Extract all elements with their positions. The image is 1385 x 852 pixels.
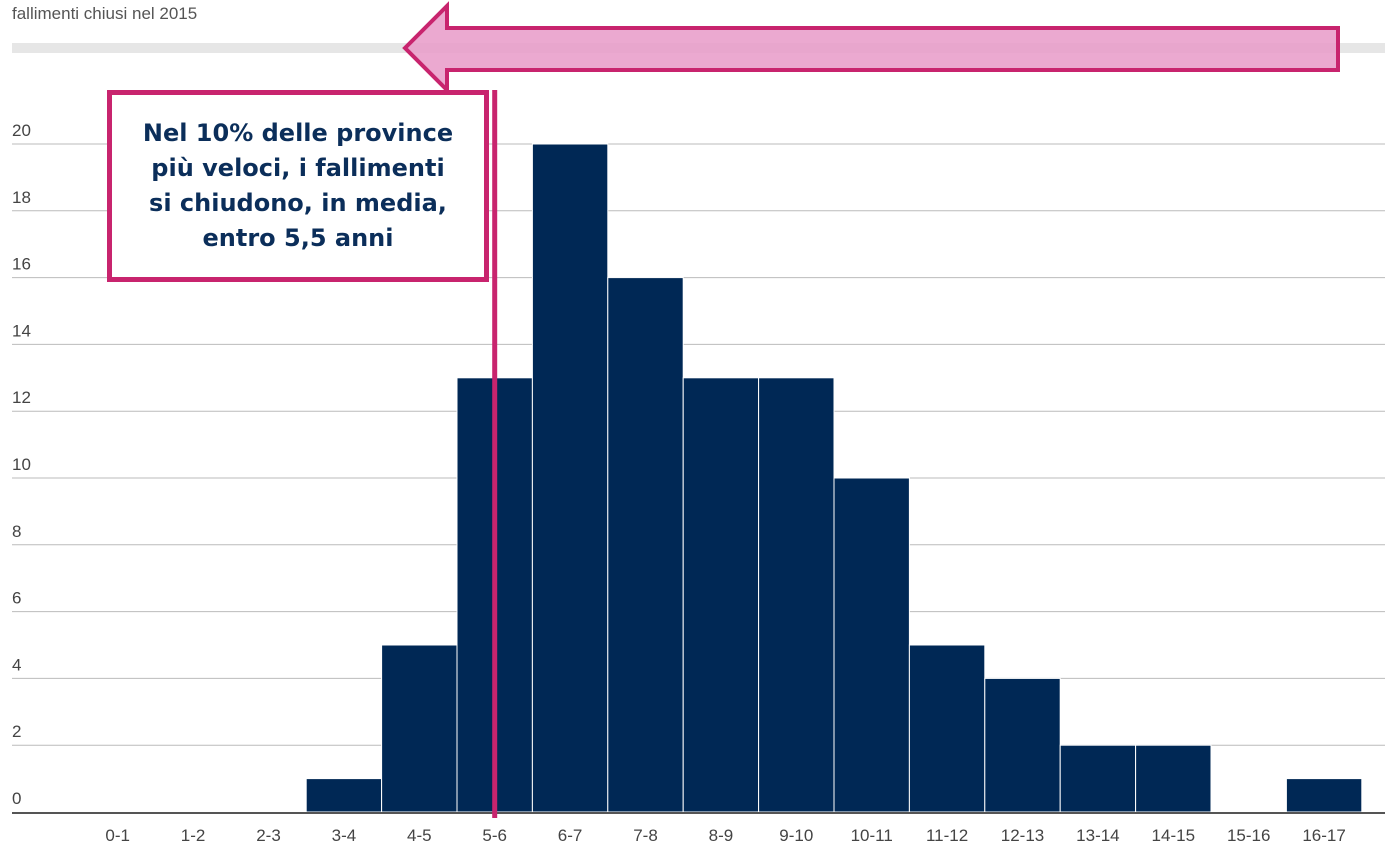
y-tick-label: 10 [12,455,31,474]
bar-9-10 [758,377,835,813]
y-tick-label: 18 [12,188,31,207]
x-axis: 0-1 1-2 2-3 3-4 4-5 5-6 6-7 7-8 8-9 9-10 10-11 11-1… [105,826,1345,845]
x-tick-label: 6-7 [558,826,583,845]
bar-4-5 [381,644,458,813]
x-tick-label: 3-4 [332,826,357,845]
bar-6-7 [531,143,609,813]
x-tick-label: 11-12 [926,826,968,845]
bar-14-15 [1135,744,1212,813]
x-tick-label: 16-17 [1302,826,1345,845]
bar-8-9 [682,377,760,813]
x-tick-label: 8-9 [709,826,734,845]
x-tick-label: 0-1 [105,826,130,845]
y-tick-label: 0 [12,789,21,808]
bar-11-12 [908,644,986,813]
x-tick-label: 2-3 [256,826,281,845]
y-tick-label: 16 [12,255,31,274]
y-tick-label: 2 [12,722,21,741]
y-tick-label: 20 [12,121,31,140]
left-arrow-annotation [402,1,1340,95]
x-tick-label: 4-5 [407,826,432,845]
x-tick-label: 9-10 [779,826,813,845]
x-tick-label: 7-8 [633,826,658,845]
y-axis: 0 2 4 6 8 10 12 14 16 18 20 [12,121,31,808]
chart-subtitle: fallimenti chiusi nel 2015 [12,4,198,23]
y-tick-label: 6 [12,589,21,608]
x-tick-label: 5-6 [482,826,507,845]
y-tick-label: 4 [12,655,21,674]
y-tick-label: 14 [12,321,31,340]
bar-16-17 [1285,778,1363,813]
bar-10-11 [833,477,910,813]
x-tick-label: 1-2 [181,826,206,845]
x-tick-label: 12-13 [1001,826,1044,845]
annotation-text: Nel 10% delle province più veloci, i fal… [142,119,454,252]
y-tick-label: 8 [12,522,21,541]
bar-13-14 [1059,744,1137,813]
y-tick-label: 12 [12,388,31,407]
bar-12-13 [984,677,1061,813]
x-tick-label: 15-16 [1227,826,1270,845]
x-tick-label: 10-11 [851,826,893,845]
x-tick-label: 14-15 [1152,826,1195,845]
bar-3-4 [305,778,383,813]
annotation-callout: Nel 10% delle province più veloci, i fal… [107,90,489,282]
x-tick-label: 13-14 [1076,826,1119,845]
bar-7-8 [607,277,684,813]
